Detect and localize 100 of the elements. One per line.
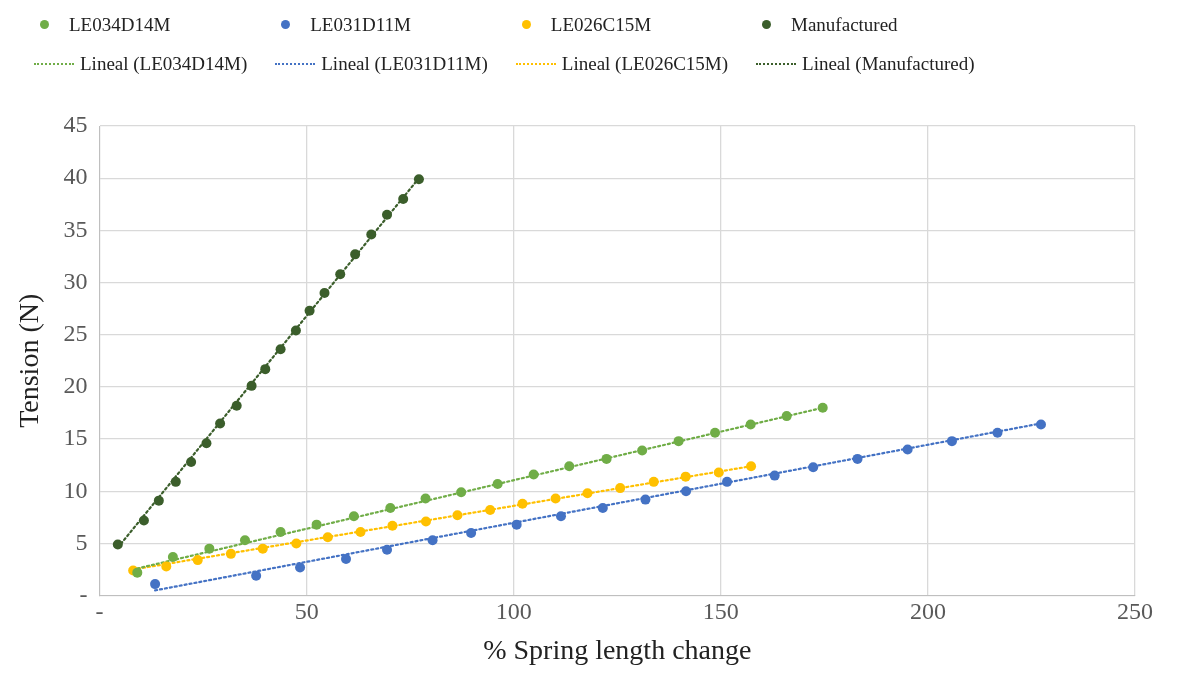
point <box>319 287 330 298</box>
point <box>902 444 913 455</box>
point <box>427 535 438 546</box>
point <box>170 476 181 487</box>
point <box>260 364 271 375</box>
legend-label: Lineal (LE026C15M) <box>561 52 729 75</box>
point <box>161 561 172 572</box>
x-axis-title: % Spring length change <box>483 633 752 665</box>
point <box>322 532 333 543</box>
point <box>597 502 608 513</box>
point <box>167 551 178 562</box>
y-tick-label: 25 <box>63 320 88 347</box>
legend-label: Lineal (LE031D11M) <box>321 52 488 75</box>
legend-label: Lineal (Manufactured) <box>802 52 975 75</box>
point <box>348 511 359 522</box>
point <box>341 554 352 565</box>
point <box>637 445 648 456</box>
point <box>186 457 197 468</box>
point <box>290 325 301 336</box>
x-tick-label: 150 <box>702 598 739 625</box>
y-tick-label: 30 <box>63 267 88 294</box>
point <box>466 527 477 538</box>
point <box>150 579 161 590</box>
legend-label: Lineal (LE034D14M) <box>80 52 248 75</box>
point <box>251 570 262 581</box>
y-tick-label: - <box>79 580 88 607</box>
point <box>648 476 659 487</box>
point <box>291 538 302 549</box>
point <box>722 476 733 487</box>
y-tick-label: 15 <box>63 424 88 451</box>
point <box>413 174 424 185</box>
point <box>366 229 377 240</box>
point <box>257 543 268 554</box>
x-tick-label: 50 <box>294 598 319 625</box>
point <box>385 502 396 513</box>
x-tick-label: 200 <box>909 598 946 625</box>
point <box>215 418 226 429</box>
point <box>112 539 123 550</box>
point <box>550 493 561 504</box>
point <box>295 562 306 573</box>
point <box>946 436 957 447</box>
point <box>992 427 1003 438</box>
y-tick-label: 35 <box>63 215 88 242</box>
point <box>452 510 463 521</box>
point <box>681 486 692 497</box>
point <box>640 494 651 505</box>
y-tick-label: 10 <box>63 476 88 503</box>
point <box>769 470 780 481</box>
point <box>225 548 236 559</box>
point <box>582 488 593 499</box>
point <box>239 535 250 546</box>
point <box>201 438 212 449</box>
point <box>398 194 409 205</box>
point <box>745 419 756 430</box>
legend-label: LE034D14M <box>69 13 171 36</box>
point <box>387 520 398 531</box>
y-tick-label: 5 <box>75 528 88 555</box>
point <box>420 493 431 504</box>
point <box>420 516 431 527</box>
point <box>382 544 393 555</box>
point <box>138 515 149 526</box>
y-tick-label: 20 <box>63 372 88 399</box>
point <box>852 453 863 464</box>
point <box>204 543 215 554</box>
point <box>492 478 503 489</box>
point <box>511 519 522 530</box>
point <box>710 427 721 438</box>
point <box>382 209 393 220</box>
point <box>335 269 346 280</box>
y-tick-label: 40 <box>63 163 88 190</box>
point <box>304 305 315 316</box>
point <box>192 555 203 566</box>
point <box>153 495 164 506</box>
legend-label: LE026C15M <box>550 13 652 36</box>
point <box>350 249 361 260</box>
point <box>808 462 819 473</box>
point <box>555 511 566 522</box>
point <box>355 526 366 537</box>
point <box>673 436 684 447</box>
x-tick-label: 250 <box>1117 598 1153 625</box>
point <box>456 487 467 498</box>
point <box>746 461 757 472</box>
point <box>231 400 242 411</box>
point <box>601 453 612 464</box>
point <box>246 380 257 391</box>
point <box>528 469 539 480</box>
y-axis-title: Tension (N) <box>13 293 45 428</box>
legend-label: LE031D11M <box>310 13 411 36</box>
point <box>275 344 286 355</box>
point <box>680 471 691 482</box>
point <box>615 483 626 494</box>
point <box>1035 419 1046 430</box>
point <box>564 461 575 472</box>
point <box>485 505 496 516</box>
point <box>713 467 724 478</box>
y-tick-label: 45 <box>63 111 88 138</box>
point <box>517 498 528 509</box>
x-tick-label: 100 <box>495 598 532 625</box>
point <box>817 402 828 413</box>
point <box>781 411 792 422</box>
